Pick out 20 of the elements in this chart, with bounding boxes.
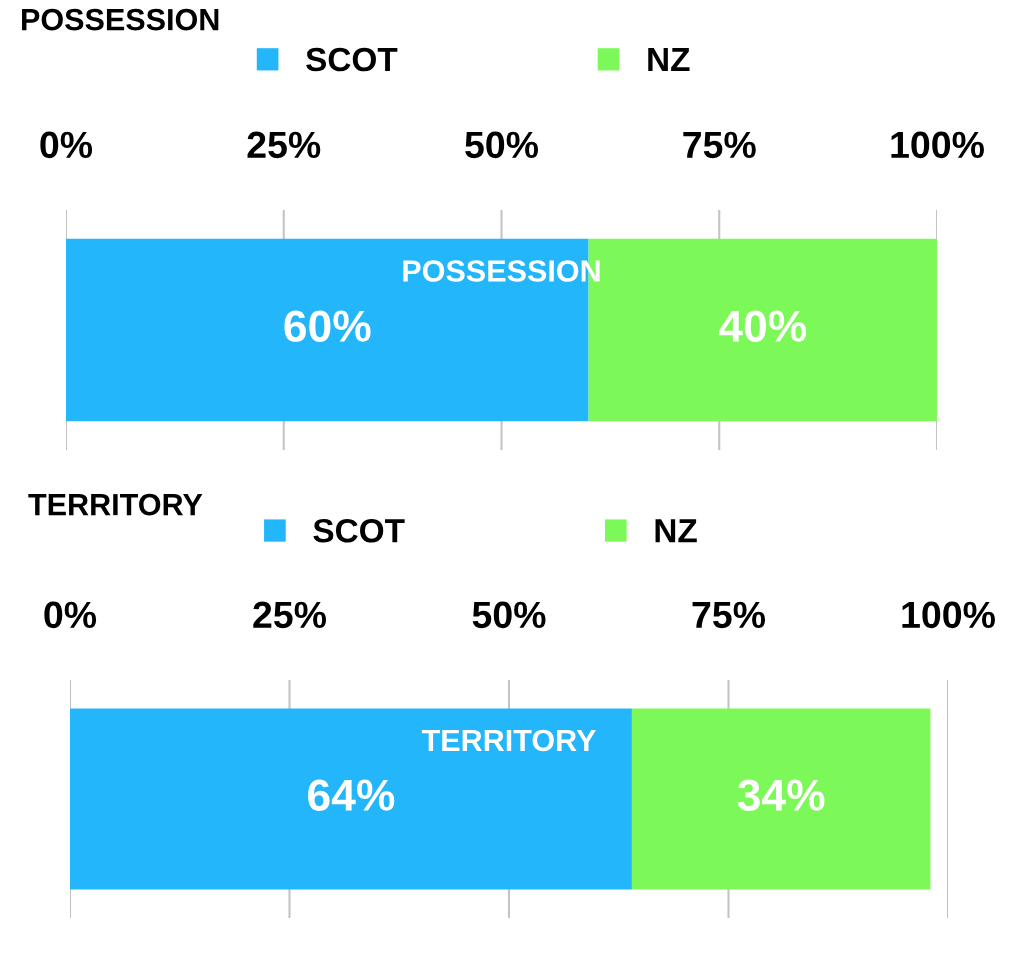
x-tick-label: 100% [902,601,995,629]
x-tick-label: 25% [247,131,321,159]
data-label: 64% [308,779,395,811]
x-tick-label: 0% [40,131,93,159]
x-tick-label: 50% [472,601,546,629]
chart-title: TERRITORY [28,493,203,516]
legend-label: SCOT [306,47,398,72]
x-tick-label: 50% [465,131,539,159]
data-label: 40% [719,310,807,342]
x-tick-label: 75% [683,131,756,159]
data-label: 34% [737,779,825,811]
x-tick-label: 75% [692,601,766,629]
x-tick-label: 25% [253,601,327,629]
x-tick-label: 100% [891,131,984,159]
chart-title: POSSESSION [22,8,219,31]
x-tick-label: 0% [44,601,97,629]
data-label: 60% [284,310,371,342]
legend-label: NZ [648,48,690,72]
legend-label: NZ [655,519,697,543]
legend-label: SCOT [313,518,405,543]
